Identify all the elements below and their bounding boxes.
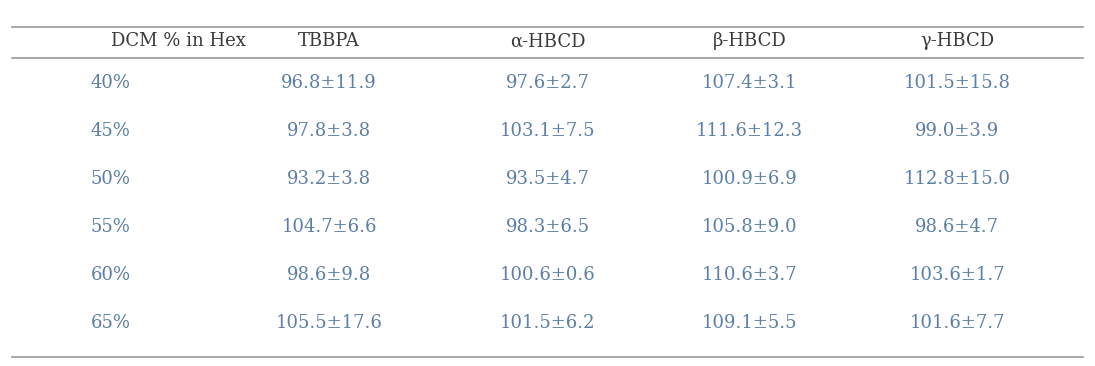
Text: 105.8±9.0: 105.8±9.0 [702,218,797,236]
Text: 101.6±7.7: 101.6±7.7 [909,314,1005,332]
Text: 65%: 65% [91,314,130,332]
Text: 103.1±7.5: 103.1±7.5 [499,122,596,140]
Text: 40%: 40% [91,74,130,92]
Text: γ-HBCD: γ-HBCD [920,32,994,51]
Text: 104.7±6.6: 104.7±6.6 [281,218,377,236]
Text: 99.0±3.9: 99.0±3.9 [915,122,1000,140]
Text: 93.2±3.8: 93.2±3.8 [287,170,371,188]
Text: 107.4±3.1: 107.4±3.1 [702,74,797,92]
Text: 112.8±15.0: 112.8±15.0 [903,170,1011,188]
Text: 98.6±9.8: 98.6±9.8 [287,266,371,284]
Text: 55%: 55% [91,218,130,236]
Text: 100.9±6.9: 100.9±6.9 [702,170,797,188]
Text: TBBPA: TBBPA [298,32,360,51]
Text: 109.1±5.5: 109.1±5.5 [702,314,797,332]
Text: 60%: 60% [91,266,130,284]
Text: 103.6±1.7: 103.6±1.7 [909,266,1005,284]
Text: 101.5±15.8: 101.5±15.8 [903,74,1011,92]
Text: 101.5±6.2: 101.5±6.2 [499,314,596,332]
Text: β-HBCD: β-HBCD [713,32,786,51]
Text: α-HBCD: α-HBCD [510,32,585,51]
Text: 98.6±4.7: 98.6±4.7 [915,218,999,236]
Text: 111.6±12.3: 111.6±12.3 [696,122,803,140]
Text: 97.6±2.7: 97.6±2.7 [506,74,589,92]
Text: 105.5±17.6: 105.5±17.6 [276,314,382,332]
Text: 100.6±0.6: 100.6±0.6 [499,266,596,284]
Text: 98.3±6.5: 98.3±6.5 [506,218,589,236]
Text: 97.8±3.8: 97.8±3.8 [287,122,371,140]
Text: 93.5±4.7: 93.5±4.7 [506,170,589,188]
Text: 96.8±11.9: 96.8±11.9 [281,74,377,92]
Text: DCM % in Hex: DCM % in Hex [111,32,245,51]
Text: 50%: 50% [91,170,130,188]
Text: 110.6±3.7: 110.6±3.7 [702,266,797,284]
Text: 45%: 45% [91,122,130,140]
